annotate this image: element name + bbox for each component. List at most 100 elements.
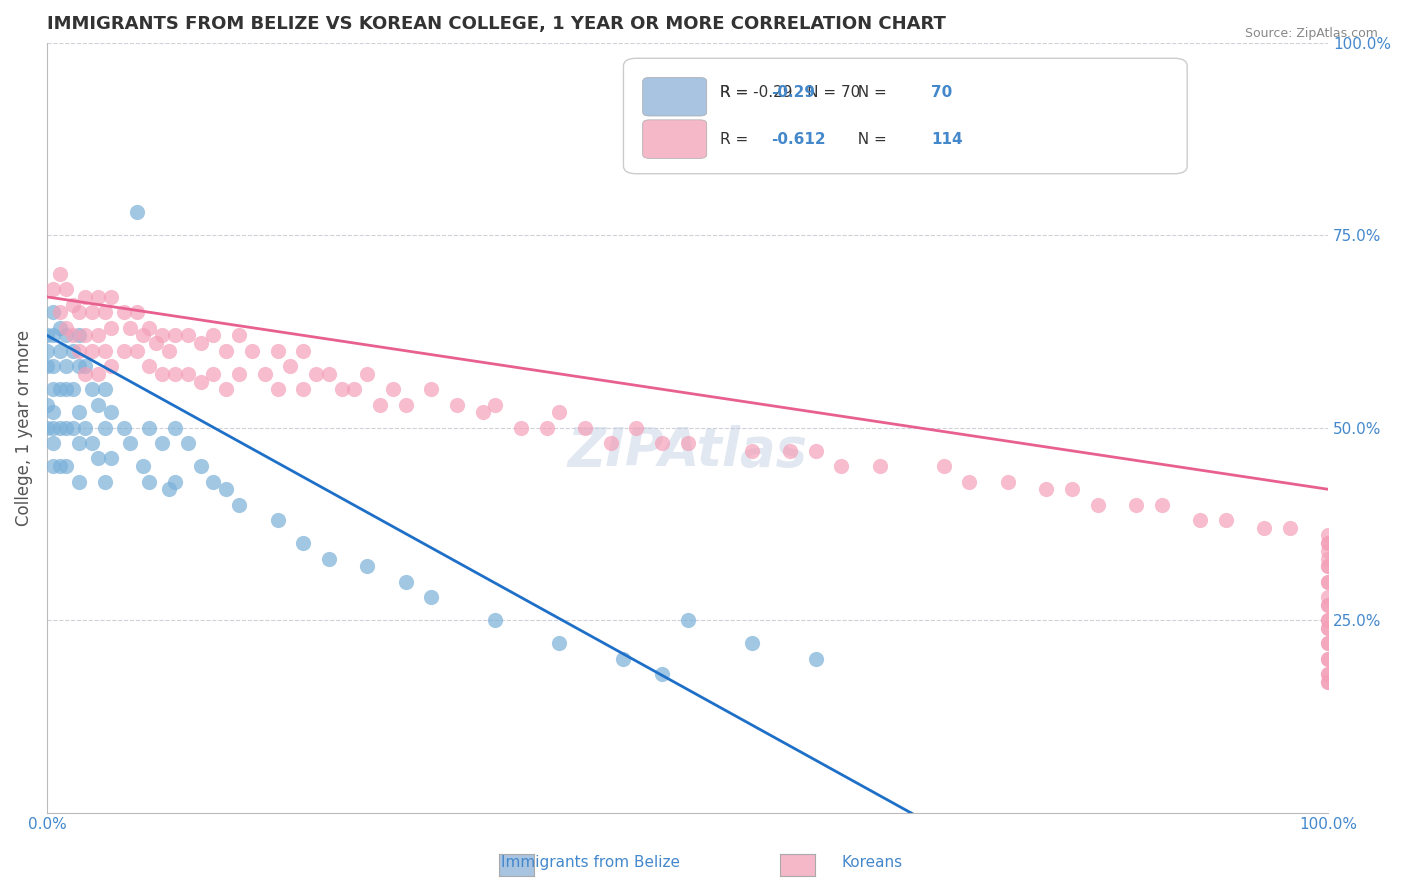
Point bbox=[177, 328, 200, 343]
FancyBboxPatch shape bbox=[643, 120, 707, 159]
Point bbox=[292, 382, 315, 396]
Point bbox=[228, 328, 250, 343]
Point bbox=[266, 513, 288, 527]
Point bbox=[62, 343, 84, 358]
Text: R =: R = bbox=[720, 132, 752, 146]
Point bbox=[1317, 636, 1340, 650]
Point bbox=[55, 359, 77, 373]
Y-axis label: College, 1 year or more: College, 1 year or more bbox=[15, 330, 32, 525]
Point bbox=[1317, 636, 1340, 650]
Point bbox=[1278, 521, 1301, 535]
Point bbox=[1317, 551, 1340, 566]
Point bbox=[93, 420, 115, 434]
Point bbox=[356, 367, 378, 381]
Point bbox=[651, 667, 673, 681]
Point bbox=[869, 459, 891, 474]
Point bbox=[150, 436, 173, 450]
Point bbox=[67, 405, 90, 419]
Point bbox=[1150, 498, 1173, 512]
Point bbox=[804, 651, 827, 665]
Point bbox=[1317, 559, 1340, 574]
Point bbox=[48, 305, 70, 319]
Point bbox=[138, 420, 160, 434]
Text: N =: N = bbox=[848, 132, 891, 146]
Point bbox=[42, 436, 65, 450]
Point bbox=[55, 420, 77, 434]
Point bbox=[318, 551, 340, 566]
Point bbox=[741, 443, 763, 458]
Point bbox=[548, 636, 571, 650]
Point bbox=[48, 420, 70, 434]
Point bbox=[48, 343, 70, 358]
Point bbox=[48, 459, 70, 474]
Point bbox=[132, 328, 155, 343]
Point bbox=[157, 343, 180, 358]
Point bbox=[163, 328, 186, 343]
Point bbox=[1060, 483, 1083, 497]
Point bbox=[1317, 667, 1340, 681]
Point bbox=[395, 574, 418, 589]
Point bbox=[177, 436, 200, 450]
Point bbox=[75, 359, 97, 373]
Point bbox=[266, 382, 288, 396]
Point bbox=[356, 559, 378, 574]
Point bbox=[1317, 536, 1340, 550]
Point bbox=[163, 475, 186, 489]
Text: N =: N = bbox=[848, 86, 891, 101]
Point bbox=[93, 305, 115, 319]
Point bbox=[1317, 536, 1340, 550]
Point bbox=[55, 328, 77, 343]
Point bbox=[202, 328, 225, 343]
Text: Immigrants from Belize: Immigrants from Belize bbox=[501, 855, 681, 870]
Point bbox=[368, 398, 391, 412]
Point bbox=[100, 405, 122, 419]
Point bbox=[42, 382, 65, 396]
Text: IMMIGRANTS FROM BELIZE VS KOREAN COLLEGE, 1 YEAR OR MORE CORRELATION CHART: IMMIGRANTS FROM BELIZE VS KOREAN COLLEGE… bbox=[46, 15, 946, 33]
Point bbox=[651, 436, 673, 450]
Point bbox=[1317, 651, 1340, 665]
Point bbox=[87, 290, 110, 304]
Point bbox=[112, 305, 135, 319]
Point bbox=[80, 436, 103, 450]
Point bbox=[62, 382, 84, 396]
Point bbox=[55, 282, 77, 296]
Point bbox=[305, 367, 328, 381]
Point bbox=[100, 290, 122, 304]
Text: -0.612: -0.612 bbox=[770, 132, 825, 146]
Point bbox=[67, 436, 90, 450]
Point bbox=[75, 420, 97, 434]
Point bbox=[1317, 598, 1340, 612]
Text: 114: 114 bbox=[931, 132, 963, 146]
Point bbox=[292, 536, 315, 550]
Text: Source: ZipAtlas.com: Source: ZipAtlas.com bbox=[1244, 27, 1378, 40]
Point bbox=[125, 343, 148, 358]
Point bbox=[62, 328, 84, 343]
Point bbox=[120, 320, 142, 334]
Point bbox=[190, 375, 212, 389]
Point bbox=[779, 443, 801, 458]
Point bbox=[145, 336, 167, 351]
Point bbox=[100, 359, 122, 373]
Point bbox=[177, 367, 200, 381]
Point bbox=[957, 475, 980, 489]
Point bbox=[804, 443, 827, 458]
Point bbox=[42, 305, 65, 319]
Point bbox=[80, 305, 103, 319]
Point bbox=[510, 420, 533, 434]
Point bbox=[132, 459, 155, 474]
Point bbox=[1317, 621, 1340, 635]
Point bbox=[1317, 613, 1340, 627]
Point bbox=[228, 367, 250, 381]
Point bbox=[215, 483, 238, 497]
Point bbox=[35, 398, 58, 412]
Point bbox=[138, 475, 160, 489]
Point bbox=[42, 359, 65, 373]
Point bbox=[75, 290, 97, 304]
Text: Koreans: Koreans bbox=[841, 855, 903, 870]
Point bbox=[48, 267, 70, 281]
Point bbox=[112, 420, 135, 434]
Point bbox=[35, 328, 58, 343]
Point bbox=[87, 398, 110, 412]
Point bbox=[484, 613, 506, 627]
Point bbox=[62, 420, 84, 434]
